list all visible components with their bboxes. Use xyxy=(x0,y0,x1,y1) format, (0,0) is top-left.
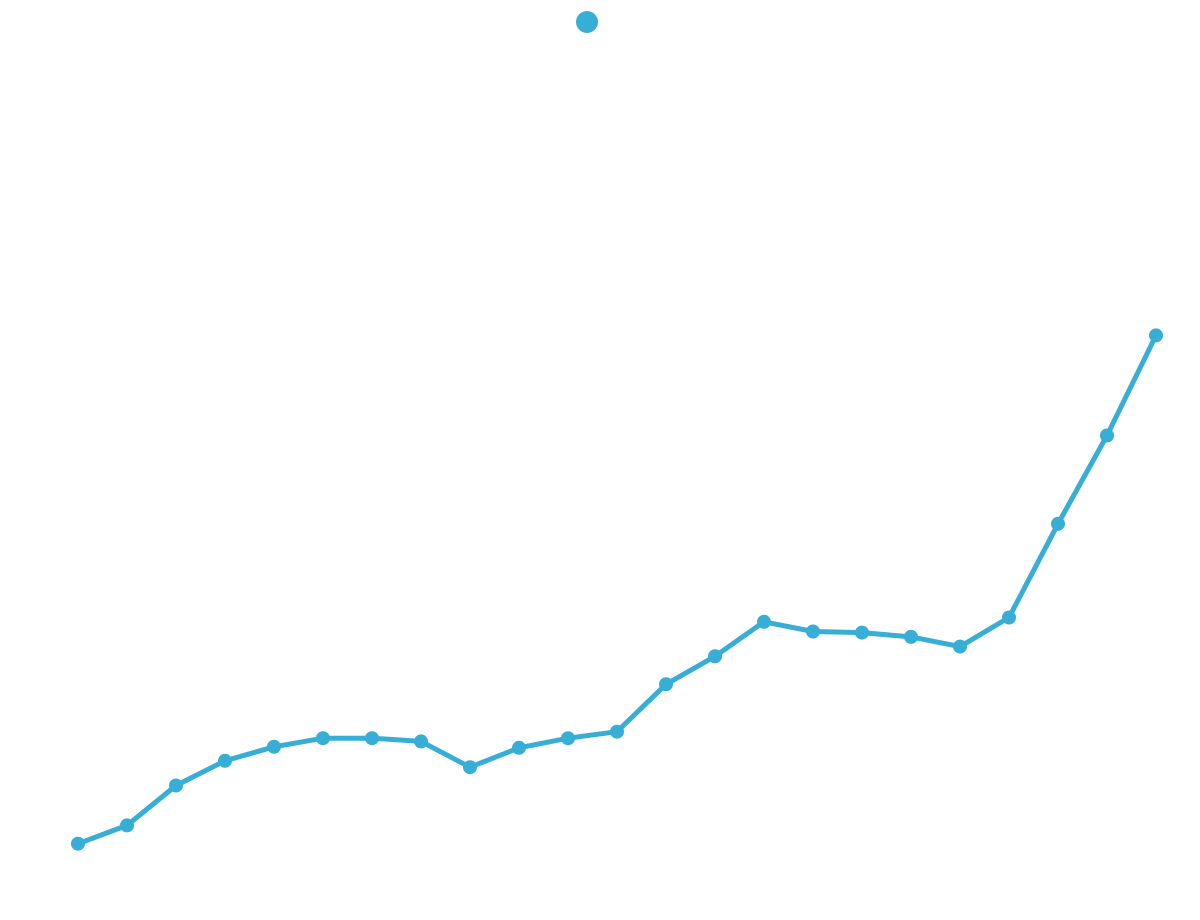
data-point xyxy=(610,724,624,739)
data-point xyxy=(1002,610,1016,625)
data-point xyxy=(757,614,771,629)
data-point xyxy=(855,625,869,640)
data-point xyxy=(806,624,820,639)
data-point xyxy=(1051,516,1065,531)
data-point xyxy=(267,739,281,754)
data-point xyxy=(561,731,575,746)
data-point xyxy=(218,753,232,768)
data-point xyxy=(169,778,183,793)
data-point xyxy=(708,649,722,664)
legend xyxy=(576,11,598,33)
data-point xyxy=(120,818,134,833)
data-point xyxy=(463,760,477,775)
data-point xyxy=(659,677,673,692)
plot-area xyxy=(71,328,1163,851)
data-point xyxy=(1100,428,1114,443)
data-point xyxy=(904,629,918,644)
legend-marker xyxy=(576,11,598,33)
series-line xyxy=(75,332,1159,847)
data-point xyxy=(1149,328,1163,343)
data-point xyxy=(414,734,428,749)
data-point xyxy=(365,731,379,746)
data-point xyxy=(316,731,330,746)
data-point xyxy=(512,740,526,755)
data-point xyxy=(71,836,85,851)
data-point xyxy=(953,639,967,654)
